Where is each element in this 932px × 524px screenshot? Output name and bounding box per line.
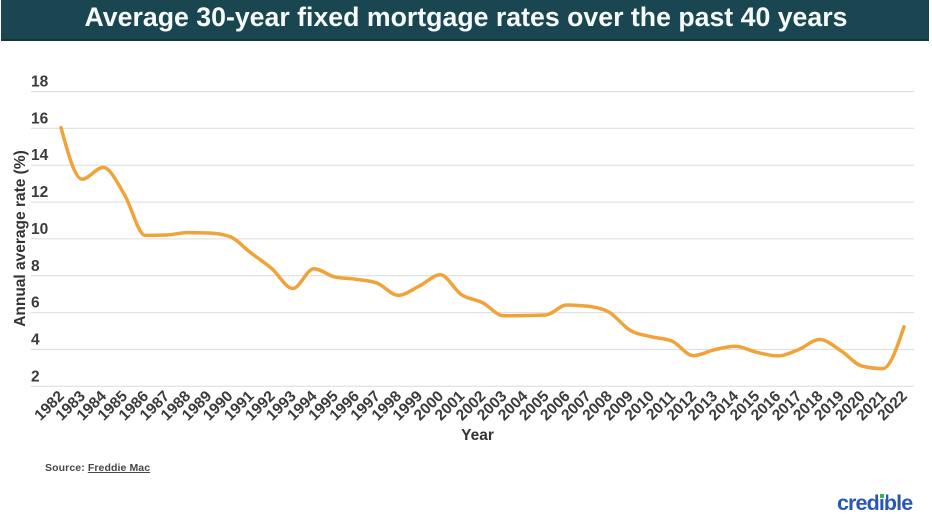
svg-text:14: 14 (31, 147, 49, 164)
svg-text:6: 6 (31, 295, 40, 312)
svg-text:8: 8 (31, 258, 40, 275)
svg-text:Year: Year (461, 427, 494, 444)
svg-text:12: 12 (31, 184, 48, 201)
svg-text:10: 10 (31, 221, 48, 238)
svg-text:16: 16 (31, 110, 49, 127)
svg-text:4: 4 (31, 331, 40, 348)
svg-text:Annual average rate (%): Annual average rate (%) (12, 150, 29, 327)
svg-text:18: 18 (31, 74, 49, 91)
svg-text:2: 2 (31, 368, 40, 385)
